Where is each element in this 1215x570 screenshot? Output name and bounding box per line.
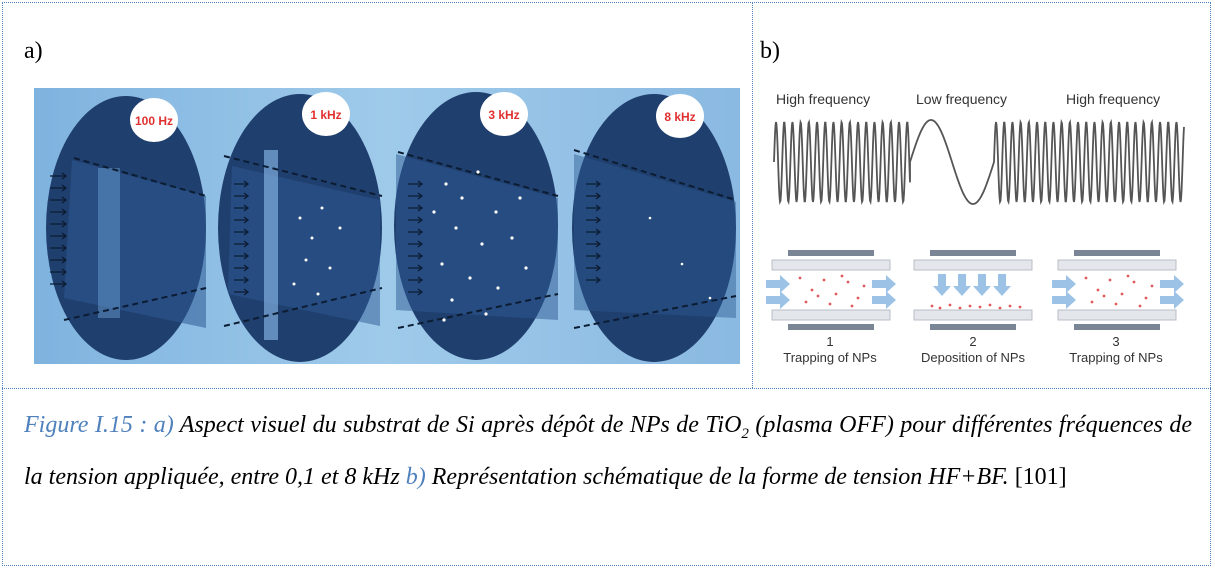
- panel-divider-horizontal: [2, 388, 1211, 389]
- figure-caption: Figure I.15 : a) Aspect visuel du substr…: [24, 404, 1192, 499]
- wafer-tile-1: 100 Hz: [34, 88, 210, 364]
- top-label-high-frequency-left: High frequency: [776, 91, 870, 107]
- wafer-photograph: 100 Hz 1 kHz: [34, 88, 740, 364]
- frequency-badge-2: 1 kHz: [302, 92, 350, 136]
- frequency-label-4: 8 kHz: [664, 110, 695, 124]
- top-label-high-frequency-right: High frequency: [1066, 91, 1160, 107]
- caption-text-part-3: Représentation schématique de la forme d…: [425, 463, 1009, 490]
- stage-label-1: Trapping of NPs: [783, 350, 877, 365]
- frequency-badge-4: 8 kHz: [656, 94, 704, 138]
- caption-reference: [101]: [1008, 463, 1067, 490]
- stage-1-trapping: 1 Trapping of NPs: [766, 250, 896, 365]
- stage-2-deposition: 2 Deposition of NPs: [913, 250, 1033, 365]
- wafer-tile-4: 8 kHz: [562, 88, 740, 364]
- caption-a-marker: a): [153, 412, 174, 438]
- stage-label-2: Deposition of NPs: [921, 350, 1026, 365]
- arrow-icon-column: [50, 172, 68, 288]
- caption-text-part-1: Aspect visuel du substrat de Si après dé…: [173, 412, 742, 438]
- stage-3-trapping: 3 Trapping of NPs: [1052, 250, 1184, 365]
- voltage-waveform: [773, 118, 1185, 206]
- stage-number-1: 1: [826, 334, 833, 349]
- stage-number-3: 3: [1112, 334, 1119, 349]
- panel-a-label: a): [24, 38, 43, 64]
- top-label-low-frequency: Low frequency: [916, 91, 1007, 107]
- stage-label-3: Trapping of NPs: [1069, 350, 1163, 365]
- hf-bf-schematic: High frequency Low frequency High freque…: [766, 91, 1185, 365]
- caption-b-marker: b): [405, 463, 426, 490]
- wafer-tile-3: 3 kHz: [386, 88, 562, 364]
- frequency-badge-1: 100 Hz: [130, 98, 178, 142]
- frequency-label-1: 100 Hz: [135, 114, 173, 128]
- figure-label: Figure I.15 :: [24, 412, 154, 438]
- frequency-badge-3: 3 kHz: [480, 92, 528, 136]
- caption-text-part-2: (plasma OFF) pour différentes fréquences…: [24, 412, 1192, 490]
- panel-divider-vertical: [752, 2, 753, 388]
- panel-b-label: b): [760, 38, 780, 64]
- frequency-label-3: 3 kHz: [488, 108, 519, 122]
- caption-subscript: 2: [741, 425, 749, 442]
- wafer-tile-2: 1 kHz: [210, 88, 386, 364]
- frequency-label-2: 1 kHz: [310, 108, 341, 122]
- stage-number-2: 2: [969, 334, 976, 349]
